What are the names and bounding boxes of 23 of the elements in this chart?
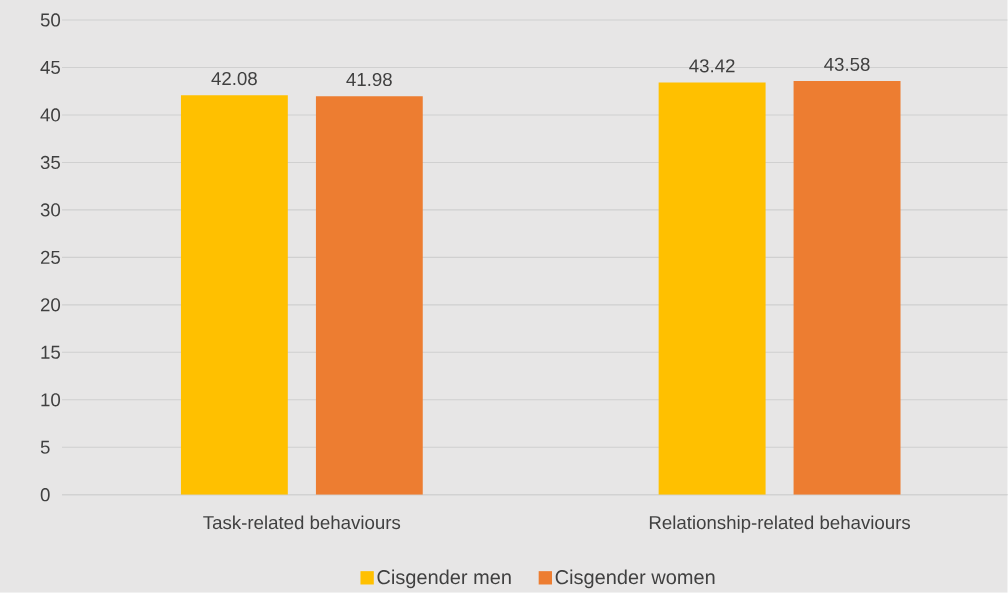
- y-tick-label: 20: [40, 298, 61, 312]
- bar: [793, 81, 901, 495]
- legend-label: Cisgender women: [555, 569, 715, 589]
- y-tick-label: 40: [40, 108, 61, 122]
- y-tick-label: 30: [40, 203, 61, 217]
- x-tick-label: Task-related behaviours: [203, 515, 401, 530]
- y-tick-label: 10: [41, 393, 61, 407]
- bar: [315, 96, 423, 495]
- data-label: 42.08: [211, 72, 257, 86]
- data-label: 41.98: [346, 73, 392, 87]
- x-tick-label: Relationship-related behaviours: [649, 515, 911, 533]
- y-tick-label: 45: [40, 61, 60, 75]
- y-tick-label: 5: [40, 440, 50, 454]
- y-tick-label: 0: [40, 488, 50, 502]
- y-tick-label: 15: [41, 345, 60, 359]
- y-tick-label: 35: [40, 155, 60, 170]
- y-tick-label: 50: [40, 13, 61, 27]
- data-label: 43.42: [689, 59, 735, 73]
- data-label: 43.58: [824, 57, 870, 72]
- legend-label: Cisgender men: [377, 569, 511, 589]
- bar: [180, 95, 288, 495]
- y-tick-label: 25: [40, 250, 60, 265]
- bar: [658, 82, 766, 495]
